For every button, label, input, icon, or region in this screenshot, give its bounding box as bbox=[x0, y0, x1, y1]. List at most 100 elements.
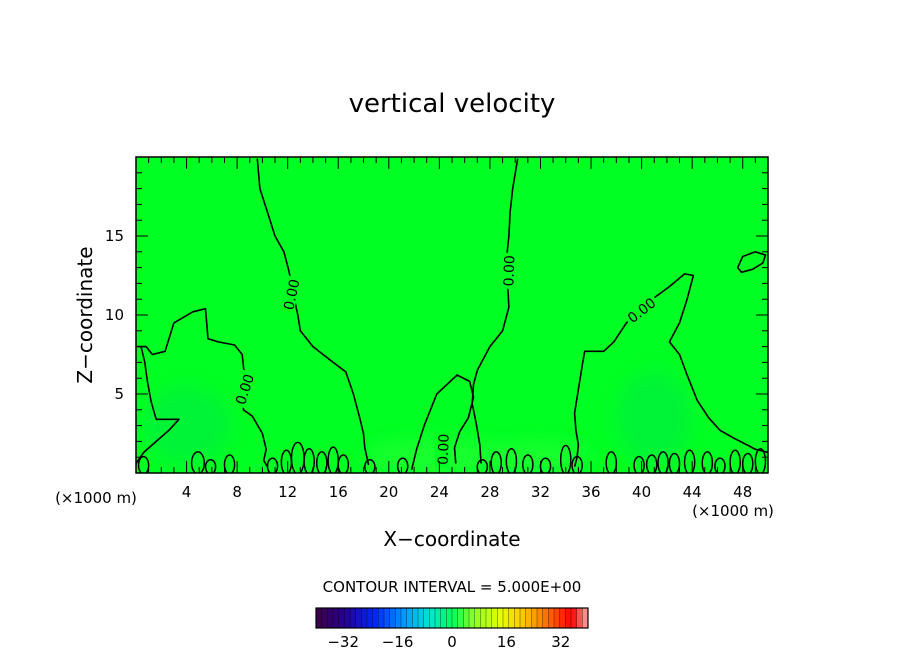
surface-cell-contour bbox=[396, 457, 409, 473]
colorbar-tick-labels: −32 −16 0 16 32 bbox=[327, 633, 570, 651]
colorbar-swatch bbox=[469, 608, 476, 628]
y-axis-label: Z−coordinate bbox=[73, 246, 97, 383]
x-tick-label: 28 bbox=[480, 483, 499, 501]
x-tick-label: 16 bbox=[329, 483, 348, 501]
contour-label-bg bbox=[622, 292, 660, 327]
surface-cell-contour bbox=[754, 447, 767, 473]
contour-northeast-eddy bbox=[736, 251, 767, 274]
surface-cell-contour bbox=[364, 459, 376, 473]
surface-cell-contour bbox=[701, 451, 714, 473]
contour-east-plume-boundary bbox=[573, 273, 768, 467]
colorbar-swatch bbox=[520, 608, 527, 628]
x-tick-label: 12 bbox=[278, 483, 297, 501]
colorbar-swatch bbox=[412, 608, 419, 628]
colorbar-swatch bbox=[457, 608, 464, 628]
colorbar-swatch bbox=[435, 608, 442, 628]
surface-cell-contour bbox=[729, 449, 741, 473]
y-tick-label: 15 bbox=[105, 227, 124, 245]
colorbar-swatch bbox=[571, 608, 578, 628]
surface-cell-contour bbox=[204, 459, 217, 473]
x-tick-label: 20 bbox=[379, 483, 398, 501]
surface-cell-contour bbox=[505, 447, 518, 473]
colorbar-swatch bbox=[440, 608, 447, 628]
contour-left-plume-lower bbox=[136, 346, 180, 464]
contour-label-bg bbox=[434, 431, 450, 468]
colorbar-swatch bbox=[525, 608, 532, 628]
surface-cell-contour bbox=[266, 457, 279, 473]
colorbar-swatch bbox=[344, 608, 351, 628]
colorbar-swatch bbox=[565, 608, 572, 628]
colorbar-swatch bbox=[361, 608, 368, 628]
colorbar-tick-label: −16 bbox=[382, 633, 414, 651]
colorbar-swatch bbox=[446, 608, 453, 628]
contour-label: 0.00 bbox=[501, 255, 518, 287]
contour-label-bg bbox=[500, 252, 516, 289]
shade-patch bbox=[489, 441, 592, 473]
colorbar-swatch bbox=[327, 608, 334, 628]
colorbar-swatch bbox=[508, 608, 515, 628]
colorbar-tick-label: 0 bbox=[447, 633, 457, 651]
colorbar-swatch bbox=[576, 608, 583, 628]
colorbar-swatch bbox=[548, 608, 555, 628]
colorbar-tick-label: 32 bbox=[551, 633, 570, 651]
contour-lines bbox=[136, 158, 768, 473]
contour-central-thermal bbox=[410, 374, 475, 470]
colorbar-swatch bbox=[559, 608, 566, 628]
colorbar-swatch bbox=[514, 608, 521, 628]
contour-west-column bbox=[256, 158, 370, 466]
surface-cell-contour bbox=[476, 459, 489, 473]
colorbar-swatch bbox=[429, 608, 436, 628]
colorbar-swatch bbox=[491, 608, 498, 628]
x-tick-label: 40 bbox=[632, 483, 651, 501]
y-tick-label: 5 bbox=[114, 385, 124, 403]
colorbar-swatch bbox=[378, 608, 385, 628]
colorbar-swatch bbox=[384, 608, 391, 628]
colorbar-swatch bbox=[463, 608, 470, 628]
colorbar-swatch bbox=[338, 608, 345, 628]
y-tick-label: 10 bbox=[105, 306, 124, 324]
x-tick-label: 32 bbox=[531, 483, 550, 501]
colorbar-swatch bbox=[554, 608, 561, 628]
plot-area: 0.000.000.000.000.00 4 8 12 16 20 24 28 32 36 40 4… bbox=[105, 156, 769, 501]
shade-patch bbox=[142, 386, 231, 466]
x-tick-label: 36 bbox=[581, 483, 600, 501]
shade-patch bbox=[616, 370, 693, 466]
surface-cell-contour bbox=[316, 451, 328, 473]
colorbar-swatch bbox=[423, 608, 430, 628]
colorbar-swatch bbox=[350, 608, 357, 628]
x-unit-right: (×1000 m) bbox=[692, 502, 774, 520]
x-tick-label: 44 bbox=[683, 483, 702, 501]
colorbar-swatch bbox=[418, 608, 425, 628]
surface-cell-contour bbox=[223, 454, 236, 473]
y-axis-ticks: 5 10 15 bbox=[105, 172, 768, 458]
contour-label-bg bbox=[279, 275, 302, 314]
colorbar-swatch bbox=[401, 608, 408, 628]
x-tick-label: 24 bbox=[430, 483, 449, 501]
colorbar-tick-label: −32 bbox=[327, 633, 359, 651]
colorbar bbox=[315, 607, 589, 629]
x-axis-label: X−coordinate bbox=[383, 527, 520, 551]
x-unit-left: (×1000 m) bbox=[55, 489, 137, 507]
colorbar-frame bbox=[315, 607, 589, 629]
colorbar-swatch bbox=[316, 608, 323, 628]
chart-title: vertical velocity bbox=[349, 89, 556, 119]
colorbar-swatch bbox=[395, 608, 402, 628]
surface-cell-contour bbox=[190, 451, 206, 473]
contour-label: 0.00 bbox=[436, 433, 453, 465]
colorbar-swatch bbox=[486, 608, 493, 628]
colorbar-swatch bbox=[503, 608, 510, 628]
surface-cell-contour bbox=[137, 455, 150, 473]
surface-cell-contour bbox=[571, 455, 583, 473]
surface-cell-contour bbox=[303, 447, 315, 473]
surface-cell-contour bbox=[645, 454, 658, 473]
colorbar-swatch bbox=[372, 608, 379, 628]
colorbar-swatch bbox=[480, 608, 487, 628]
surface-cell-contour bbox=[714, 457, 726, 473]
colorbar-swatch bbox=[321, 608, 328, 628]
colorbar-swatch bbox=[389, 608, 396, 628]
contour-left-plume-boundary bbox=[136, 307, 269, 468]
contour-label: 0.00 bbox=[281, 278, 303, 312]
surface-cell-contour bbox=[657, 451, 669, 473]
